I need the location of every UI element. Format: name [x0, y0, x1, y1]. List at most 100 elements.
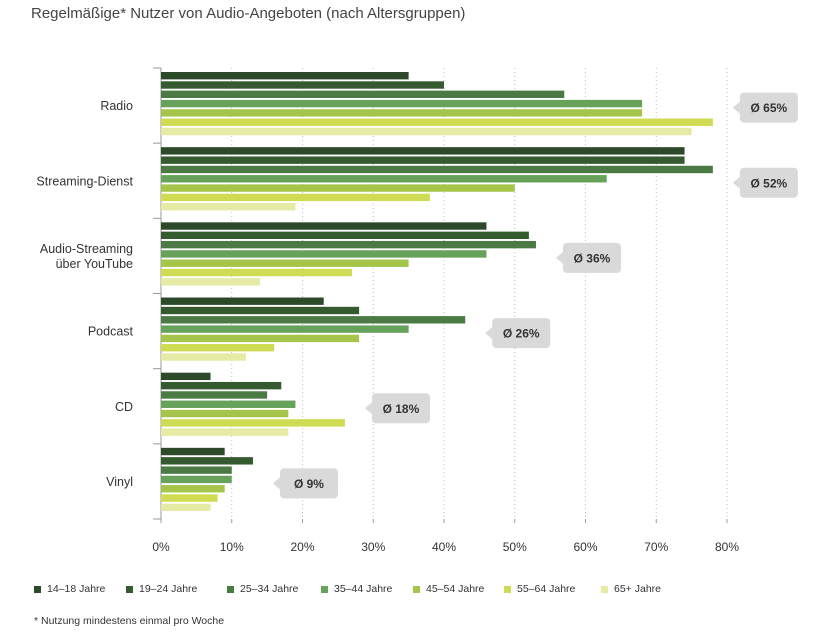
x-tick-label: 10% — [220, 540, 244, 554]
bar — [161, 316, 466, 324]
bar — [161, 475, 232, 484]
bar — [161, 391, 268, 399]
bar — [161, 109, 643, 117]
average-label: Ø 36% — [574, 251, 611, 265]
bar — [161, 118, 713, 126]
bar — [161, 193, 430, 202]
legend-item: 35–44 Jahre — [321, 583, 413, 595]
average-callout-box — [371, 393, 430, 424]
average-callout: Ø 36% — [555, 242, 621, 273]
bar — [161, 466, 232, 474]
legend-label: 65+ Jahre — [614, 583, 661, 595]
average-label: Ø 52% — [751, 176, 788, 190]
bar — [161, 99, 643, 108]
bar — [161, 259, 409, 267]
category-label: Audio-Streaming — [40, 242, 133, 256]
x-tick-label: 50% — [503, 540, 527, 554]
category-label: Vinyl — [106, 475, 133, 489]
bar — [161, 90, 565, 98]
legend-swatch — [227, 585, 234, 593]
bar — [161, 306, 360, 315]
bar — [161, 297, 324, 305]
average-callout-pointer — [732, 176, 740, 189]
legend-swatch — [321, 585, 328, 593]
legend-label: 35–44 Jahre — [334, 583, 393, 595]
average-callout-box — [739, 167, 798, 198]
legend-item: 65+ Jahre — [601, 583, 671, 595]
chart-title: Regelmäßige* Nutzer von Audio-Angeboten … — [31, 5, 466, 22]
bar — [161, 240, 536, 249]
average-callout-pointer — [732, 101, 740, 114]
bar — [161, 156, 685, 164]
average-callout: Ø 65% — [732, 92, 798, 123]
legend-swatch — [413, 585, 420, 593]
bar — [161, 278, 261, 286]
average-callout-pointer — [272, 477, 280, 490]
average-callout-box — [562, 242, 621, 273]
legend-item: 19–24 Jahre — [126, 583, 227, 595]
bar — [161, 325, 409, 333]
legend-swatch — [601, 585, 608, 593]
x-tick-label: 80% — [715, 540, 739, 554]
bar — [161, 175, 607, 183]
bar — [161, 419, 345, 427]
average-label: Ø 65% — [751, 101, 788, 115]
x-tick-label: 0% — [152, 540, 170, 554]
bar — [161, 381, 282, 390]
legend-swatch — [504, 585, 511, 593]
legend-item: 14–18 Jahre — [34, 583, 126, 595]
bar — [161, 81, 444, 89]
legend-item: 25–34 Jahre — [227, 583, 321, 595]
bar-chart: 0% 10% 20% 30% 40% 50% 60% 70% 80% Radio Ø 65% Stre… — [36, 67, 798, 554]
bar — [161, 250, 487, 258]
legend-item: 45–54 Jahre — [413, 583, 504, 595]
bar — [161, 334, 360, 343]
legend-label: 45–54 Jahre — [426, 583, 485, 595]
category-label: Radio — [100, 99, 133, 113]
x-tick-label: 60% — [573, 540, 597, 554]
bar — [161, 353, 246, 361]
legend-swatch — [34, 585, 41, 593]
bar — [161, 268, 353, 277]
bar — [161, 222, 487, 230]
x-tick-label: 70% — [644, 540, 668, 554]
average-callout: Ø 52% — [732, 167, 798, 198]
legend-label: 14–18 Jahre — [47, 583, 106, 595]
category-label: CD — [115, 400, 133, 414]
bar — [161, 127, 692, 136]
average-callout: Ø 26% — [485, 318, 551, 349]
legend: 14–18 Jahre 19–24 Jahre 25–34 Jahre 35–44 J… — [34, 583, 671, 595]
average-label: Ø 18% — [383, 402, 420, 416]
bar — [161, 428, 289, 436]
average-callout-box — [279, 468, 338, 499]
footnote: * Nutzung mindestens einmal pro Woche — [34, 615, 225, 627]
bar — [161, 202, 296, 211]
bar — [161, 231, 529, 240]
bar — [161, 165, 713, 174]
legend-swatch — [126, 585, 133, 593]
bar — [161, 409, 289, 418]
x-tick-label: 20% — [290, 540, 314, 554]
bar — [161, 72, 409, 80]
average-callout: Ø 18% — [364, 393, 430, 424]
average-callout-box — [492, 318, 551, 349]
legend-label: 19–24 Jahre — [139, 583, 198, 595]
legend-label: 25–34 Jahre — [240, 583, 299, 595]
category-label: Podcast — [88, 325, 134, 339]
legend-item: 55–64 Jahre — [504, 583, 601, 595]
category-label: über YouTube — [56, 257, 133, 271]
bar — [161, 457, 253, 465]
bar — [161, 485, 225, 493]
x-tick-label: 30% — [361, 540, 385, 554]
average-callout-pointer — [485, 327, 493, 340]
average-callout: Ø 9% — [272, 468, 338, 499]
bar — [161, 147, 685, 155]
legend-label: 55–64 Jahre — [517, 583, 576, 595]
x-tick-label: 40% — [432, 540, 456, 554]
average-label: Ø 9% — [294, 477, 324, 491]
bar — [161, 372, 211, 381]
bar — [161, 503, 211, 512]
average-callout-pointer — [364, 402, 372, 415]
average-callout-box — [739, 92, 798, 123]
bar — [161, 400, 296, 408]
